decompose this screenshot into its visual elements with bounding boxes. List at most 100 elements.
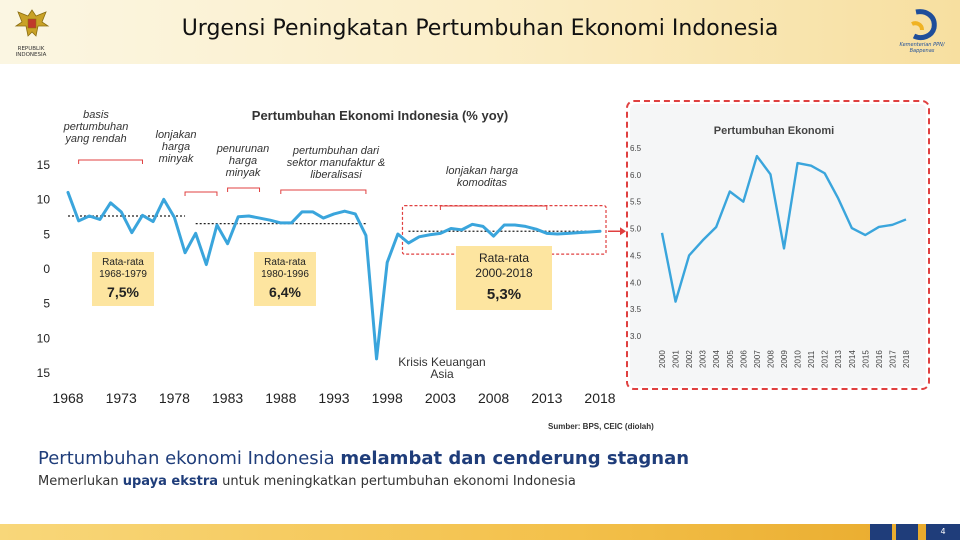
page-number: 4 (926, 524, 960, 540)
y-tick-label: 10 (37, 193, 51, 207)
x-tick-label: 1983 (212, 390, 243, 406)
average-value: 7,5% (107, 284, 139, 300)
annotation-line: harga (162, 141, 190, 153)
inset-x-tick-label: 2002 (685, 350, 694, 368)
key-message: Pertumbuhan ekonomi Indonesia melambat d… (38, 448, 689, 469)
y-tick-label: 5 (43, 227, 50, 241)
annotation-bracket (184, 191, 218, 196)
annotation-line: penurunan (216, 143, 270, 155)
left-logo-caption: REPUBLIK INDONESIA (15, 46, 47, 58)
inset-x-tick-label: 2008 (766, 350, 775, 368)
inset-y-tick-label: 5.5 (630, 198, 642, 207)
x-tick-label: 2003 (425, 390, 456, 406)
annotation-line: yang rendah (64, 133, 126, 145)
annotation-text: pertumbuhan dari sektor manufaktur & liber… (287, 145, 385, 181)
inset-y-tick-label: 6.5 (630, 144, 642, 153)
inset-x-tick-label: 2014 (848, 350, 857, 368)
bappenas-logo-icon (911, 9, 937, 41)
inset-x-tick-label: 2000 (658, 350, 667, 368)
inset-x-tick-label: 2015 (861, 350, 870, 368)
x-tick-label: 1973 (106, 390, 137, 406)
footer-nav-box (896, 524, 918, 540)
annotation-text: penurunan harga minyak (216, 143, 270, 179)
x-tick-label: 1988 (265, 390, 296, 406)
footer-nav-box (870, 524, 892, 540)
average-label: Rata-rata (264, 257, 306, 268)
growth-series-line (66, 190, 602, 361)
growth-chart: Pertumbuhan Ekonomi Indonesia (% yoy)151… (37, 104, 926, 406)
annotation-line: liberalisasi (310, 169, 362, 181)
annotation-line: Krisis Keuangan (398, 355, 485, 369)
inset-y-tick-label: 3.0 (630, 332, 642, 341)
inset-chart-frame (626, 100, 930, 390)
x-tick-label: 2008 (478, 390, 509, 406)
average-period: 2000-2018 (475, 266, 533, 280)
inset-x-tick-label: 2007 (753, 350, 762, 368)
average-period: 1968-1979 (99, 269, 147, 280)
average-label: Rata-rata (479, 251, 529, 265)
annotation-bracket (227, 187, 261, 192)
inset-x-tick-label: 2009 (780, 350, 789, 368)
inset-x-tick-label: 2004 (712, 350, 721, 368)
inset-y-tick-label: 6.0 (630, 171, 642, 180)
y-tick-label: 10 (37, 331, 51, 345)
annotation-line: lonjakan harga (446, 165, 518, 177)
main-chart-title: Pertumbuhan Ekonomi Indonesia (% yoy) (252, 108, 508, 123)
annotation-text: Krisis Keuangan Asia (398, 355, 485, 381)
x-tick-label: 2013 (531, 390, 562, 406)
x-tick-label: 1993 (318, 390, 349, 406)
annotation-bracket (78, 159, 143, 164)
inset-y-tick-label: 3.5 (630, 305, 642, 314)
inset-x-tick-label: 2017 (888, 350, 897, 368)
annotation-line: basis (83, 109, 109, 121)
inset-series-line (660, 154, 907, 303)
inset-x-tick-label: 2011 (807, 350, 816, 368)
annotation-line: harga (229, 155, 257, 167)
annotation-line: Asia (430, 367, 454, 381)
x-tick-label: 1968 (52, 390, 83, 406)
inset-chart-title: Pertumbuhan Ekonomi (714, 125, 834, 137)
inset-y-tick-label: 5.0 (630, 225, 642, 234)
inset-x-tick-label: 2013 (834, 350, 843, 368)
inset-y-tick-label: 4.5 (630, 251, 642, 260)
inset-x-tick-label: 2003 (699, 350, 708, 368)
key-message-bold: melambat dan cenderung stagnan (340, 448, 690, 469)
sub-message-a: Memerlukan (38, 474, 123, 489)
y-tick-label: 5 (43, 297, 50, 311)
annotation-text: basis pertumbuhan yang rendah (63, 109, 129, 145)
footer-band (0, 524, 960, 540)
right-logo-caption: Kementerian PPN/ Bappenas (899, 42, 945, 54)
sub-message-b: untuk meningkatkan pertumbuhan ekonomi I… (218, 474, 576, 489)
garuda-emblem-icon (14, 9, 50, 37)
inset-x-tick-label: 2012 (821, 350, 830, 368)
annotation-line: minyak (226, 167, 261, 179)
x-tick-label: 1998 (372, 390, 403, 406)
sub-message: Memerlukan upaya ekstra untuk meningkatk… (38, 474, 576, 489)
page-title: Urgensi Peningkatan Pertumbuhan Ekonomi … (181, 16, 779, 41)
annotation-line: komoditas (457, 177, 508, 189)
average-value: 6,4% (269, 284, 301, 300)
average-box (456, 246, 552, 310)
inset-background (630, 104, 926, 386)
inset-x-tick-label: 2016 (875, 350, 884, 368)
average-label: Rata-rata (102, 257, 144, 268)
annotation-line: sektor manufaktur & (287, 157, 385, 169)
inset-x-tick-label: 2018 (902, 350, 911, 368)
inset-x-tick-label: 2010 (794, 350, 803, 368)
sub-message-bold: upaya ekstra (122, 474, 219, 489)
source-note: Sumber: BPS, CEIC (diolah) (548, 422, 654, 431)
average-value: 5,3% (487, 286, 521, 303)
header-band (0, 0, 960, 64)
annotation-text: lonjakan harga komoditas (446, 165, 518, 189)
inset-y-tick-label: 4.0 (630, 278, 642, 287)
average-box (254, 252, 316, 306)
annotation-text: lonjakan harga minyak (156, 129, 197, 165)
annotation-bracket (439, 205, 548, 210)
average-box (92, 252, 154, 306)
annotation-line: minyak (159, 153, 194, 165)
average-period: 1980-1996 (261, 269, 309, 280)
x-tick-label: 2018 (584, 390, 615, 406)
annotation-line: pertumbuhan dari (292, 145, 380, 157)
annotation-bracket (280, 189, 367, 194)
annotation-line: lonjakan (156, 129, 197, 141)
